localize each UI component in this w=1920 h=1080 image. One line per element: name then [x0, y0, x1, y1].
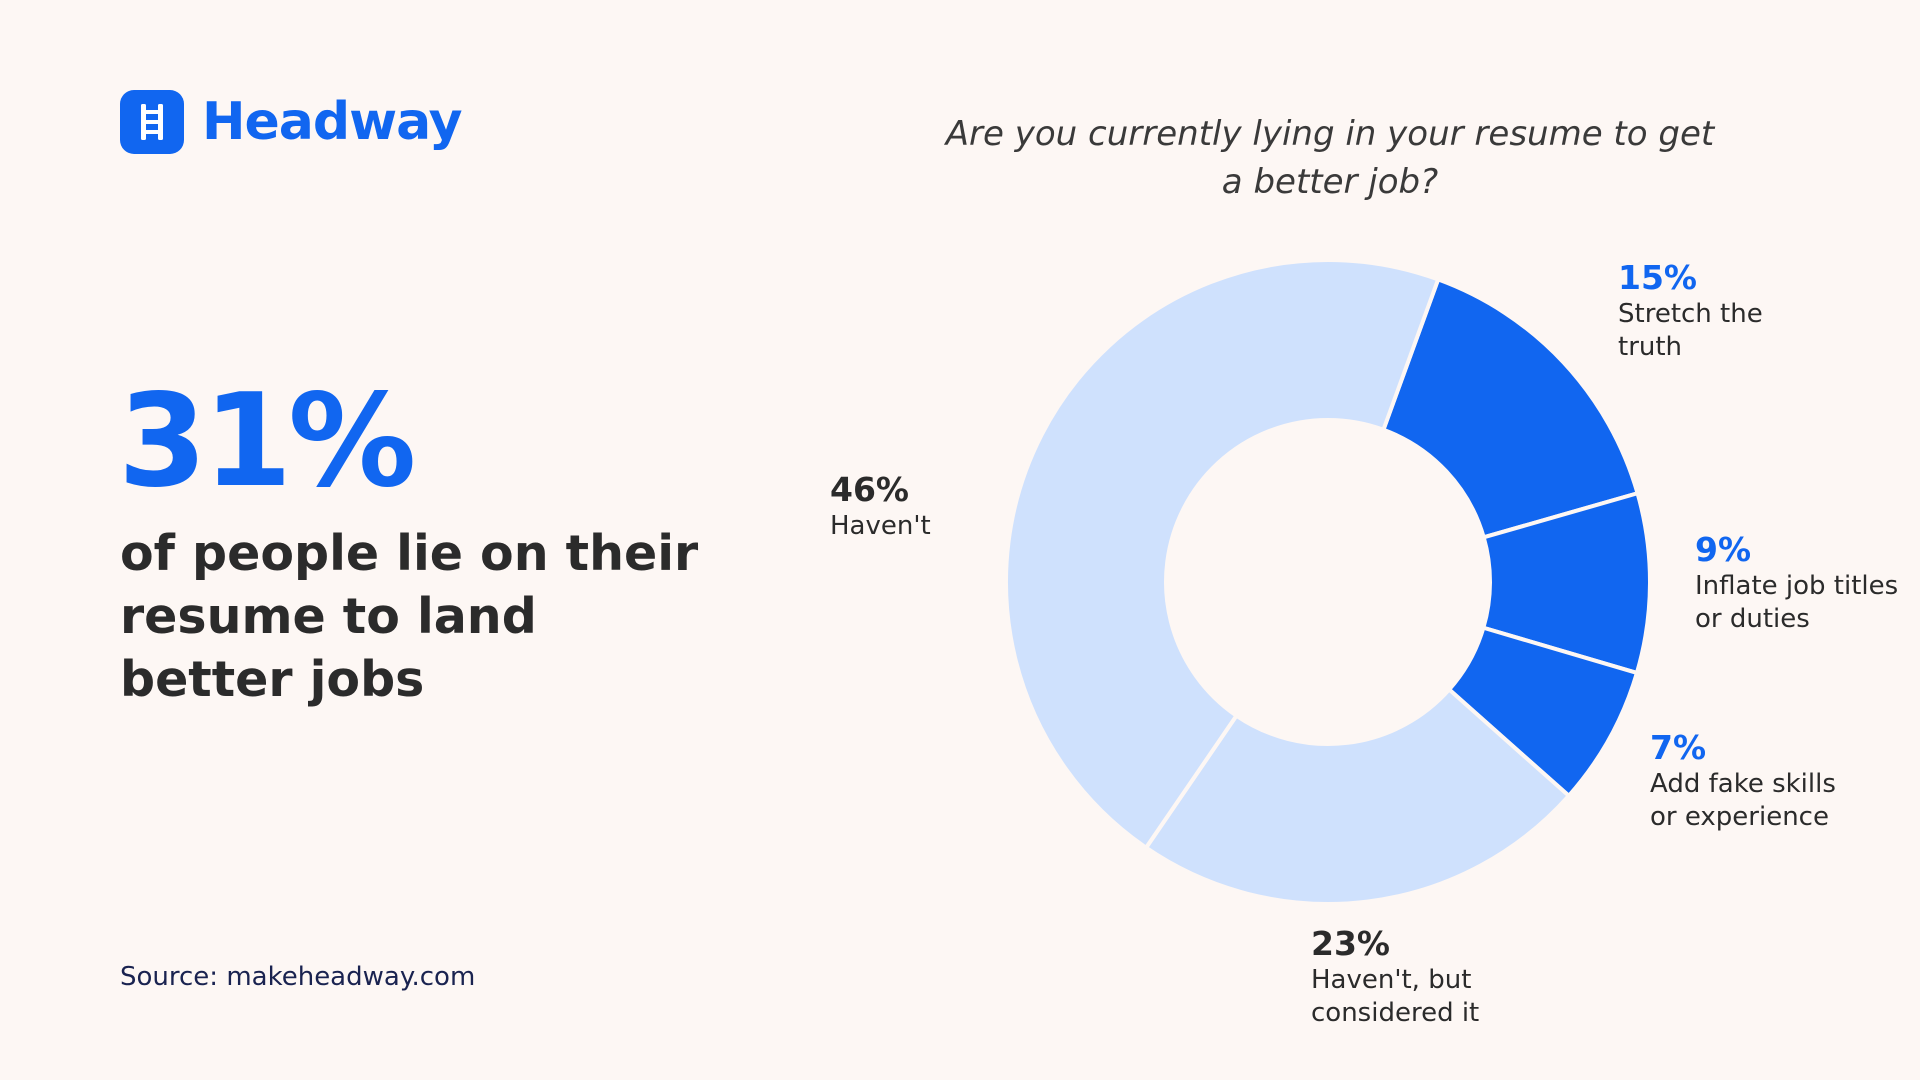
slice-pct: 7% [1650, 728, 1707, 767]
slice-pct: 15% [1618, 258, 1697, 297]
ladder-icon [120, 90, 184, 154]
slice-label-havent: 46% Haven't [830, 470, 980, 543]
slice-desc: Haven't, but considered it [1311, 965, 1480, 1028]
brand-logo: Headway [120, 90, 463, 154]
slice-pct: 23% [1311, 924, 1390, 963]
headline-stat: 31% [118, 367, 416, 516]
slice-desc: Inflate job titles or duties [1695, 571, 1899, 634]
slice-label-inflate: 9% Inflate job titles or duties [1695, 530, 1900, 636]
slice-stretch [1381, 277, 1640, 540]
brand-name: Headway [202, 92, 463, 152]
source-note: Source: makeheadway.com [120, 962, 476, 992]
slice-label-stretch: 15% Stretch the truth [1618, 258, 1788, 364]
slice-desc: Haven't [830, 511, 931, 541]
slice-pct: 9% [1695, 530, 1752, 569]
slice-pct: 46% [830, 470, 909, 509]
headline-text: of people lie on their resume to land be… [120, 525, 699, 708]
slice-havent [1004, 258, 1441, 850]
slice-desc: Stretch the truth [1618, 299, 1763, 362]
slice-label-considered: 23% Haven't, but considered it [1311, 924, 1496, 1030]
slice-desc: Add fake skills or experience [1650, 769, 1836, 832]
slice-considered [1144, 687, 1571, 906]
chart-title: Are you currently lying in your resume t… [945, 114, 1715, 202]
slice-label-fake: 7% Add fake skills or experience [1650, 728, 1860, 834]
